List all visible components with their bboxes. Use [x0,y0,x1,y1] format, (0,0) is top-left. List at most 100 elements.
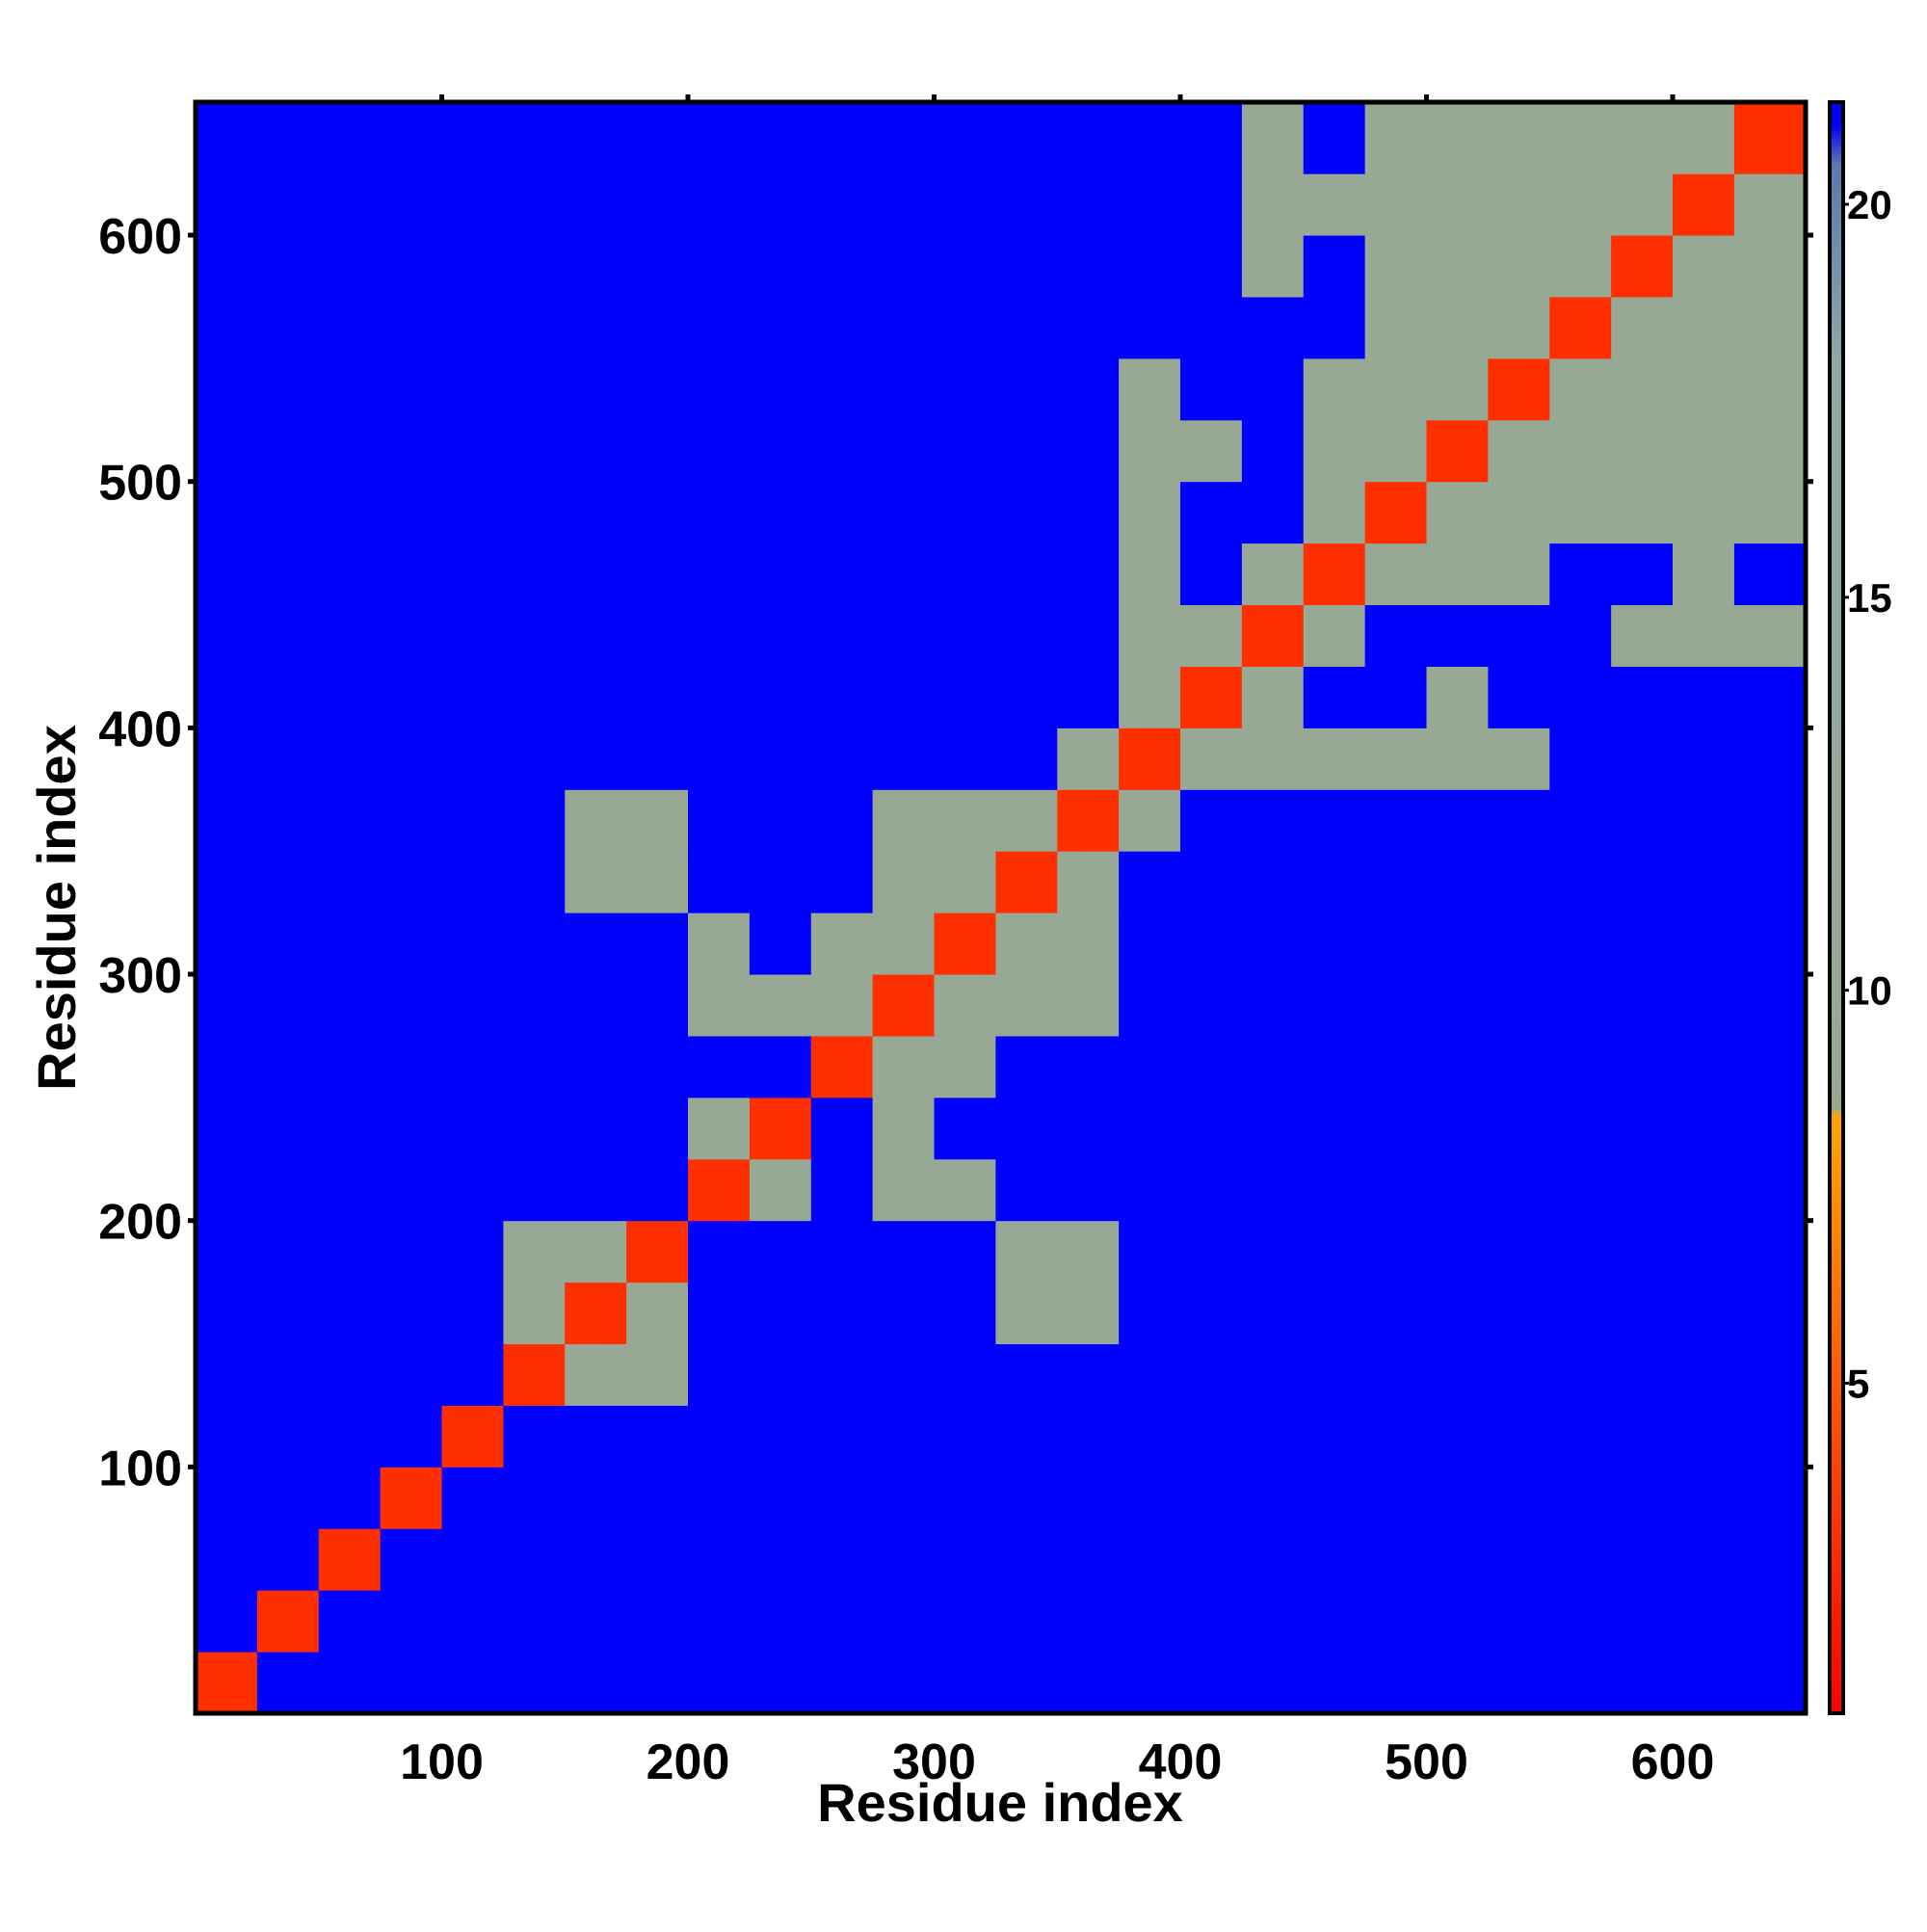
heatmap-cell [1488,102,1550,174]
heatmap-cell [1549,913,1612,975]
heatmap-cell [1611,481,1674,544]
heatmap-cell [1119,173,1181,236]
heatmap-cell [1303,102,1366,174]
heatmap-cell [934,728,996,790]
heatmap-cell [1549,1528,1612,1591]
heatmap-cell [503,1590,566,1653]
heatmap-cell [1180,1343,1243,1406]
heatmap-cell [256,1035,320,1098]
heatmap-cell [934,789,996,852]
heatmap-cell [503,419,566,483]
heatmap-cell [1611,296,1674,359]
y-tick-label: 400 [98,701,182,757]
heatmap-cell [1119,1590,1181,1653]
heatmap-cell [1549,1343,1612,1406]
heatmap-cell [565,543,627,606]
heatmap-cell [1057,666,1120,728]
heatmap-cell [1426,851,1489,913]
heatmap-cell [1488,1405,1550,1468]
heatmap-cell [688,974,751,1037]
heatmap-cell [934,173,996,236]
heatmap-cell [256,604,320,667]
heatmap-cell [626,913,689,975]
heatmap-cell [1733,1097,1807,1160]
heatmap-cell [1057,296,1120,359]
heatmap-cell [1303,1097,1366,1160]
heatmap-cell [1488,235,1550,298]
heatmap-cell [1364,1590,1428,1653]
heatmap-cell [1303,1220,1366,1284]
heatmap-cell [934,1652,996,1714]
heatmap-cell [749,235,812,298]
heatmap-cell [256,481,320,544]
heatmap-cell [1241,235,1305,298]
heatmap-cell [688,1590,751,1653]
heatmap-cell [503,1343,566,1406]
heatmap-cell [1180,1158,1243,1222]
heatmap-cell [196,296,258,359]
heatmap-cell [626,102,689,174]
heatmap-cell [1180,1528,1243,1591]
heatmap-cell [626,1343,689,1406]
heatmap-cell [1057,1282,1120,1345]
heatmap-cell [196,666,258,728]
heatmap-cell [872,1590,936,1653]
heatmap-cell [1057,102,1120,174]
heatmap-cell [1364,604,1428,667]
heatmap-cell [934,1035,996,1098]
heatmap-cell [565,851,627,913]
heatmap-cell [196,728,258,790]
heatmap-cell [1119,543,1181,606]
heatmap-cell [1549,789,1612,852]
heatmap-cell [1673,481,1735,544]
heatmap-cell [1549,974,1612,1037]
heatmap-cell [1673,1158,1735,1222]
heatmap-cell [626,235,689,298]
heatmap-cell [1241,1158,1305,1222]
heatmap-cell [196,173,258,236]
heatmap-cell [1673,1590,1735,1653]
heatmap-cell [503,604,566,667]
heatmap-cell [1119,1035,1181,1098]
heatmap-cell [441,419,504,483]
heatmap-cell [995,1652,1058,1714]
heatmap-cell [196,1652,258,1714]
heatmap-cell [1673,913,1735,975]
heatmap-cell [503,1158,566,1222]
heatmap-cell [1057,1220,1120,1284]
heatmap-cell [1611,1467,1674,1529]
heatmap-cell [688,913,751,975]
heatmap-cell [318,851,382,913]
heatmap-cell [995,913,1058,975]
heatmap-cell [1364,913,1428,975]
heatmap-cell [256,419,320,483]
heatmap-cell [1303,1035,1366,1098]
heatmap-cell [1549,357,1612,421]
heatmap-cell [810,235,874,298]
x-tick-label: 100 [400,1734,484,1790]
heatmap-cell [1549,481,1612,544]
heatmap-cell [688,666,751,728]
colorbar-tick-label: 5 [1847,1361,1869,1406]
heatmap-cell [688,296,751,359]
heatmap-cell [688,1220,751,1284]
heatmap-cell [1549,728,1612,790]
heatmap-cell [1733,666,1807,728]
heatmap-cell [1426,481,1489,544]
heatmap-cell [441,728,504,790]
heatmap-cell [934,1528,996,1591]
heatmap-cell [749,1035,812,1098]
heatmap-cell [565,666,627,728]
heatmap-cell [380,235,443,298]
heatmap-cell [1241,974,1305,1037]
heatmap-cell [256,1652,320,1714]
heatmap-cell [1426,974,1489,1037]
heatmap-cell [1241,728,1305,790]
heatmap-cell [872,1343,936,1406]
heatmap-cell [1426,419,1489,483]
heatmap-cell [1057,851,1120,913]
heatmap-cell [1241,419,1305,483]
heatmap-cell [1241,543,1305,606]
heatmap-cell [1364,1220,1428,1284]
